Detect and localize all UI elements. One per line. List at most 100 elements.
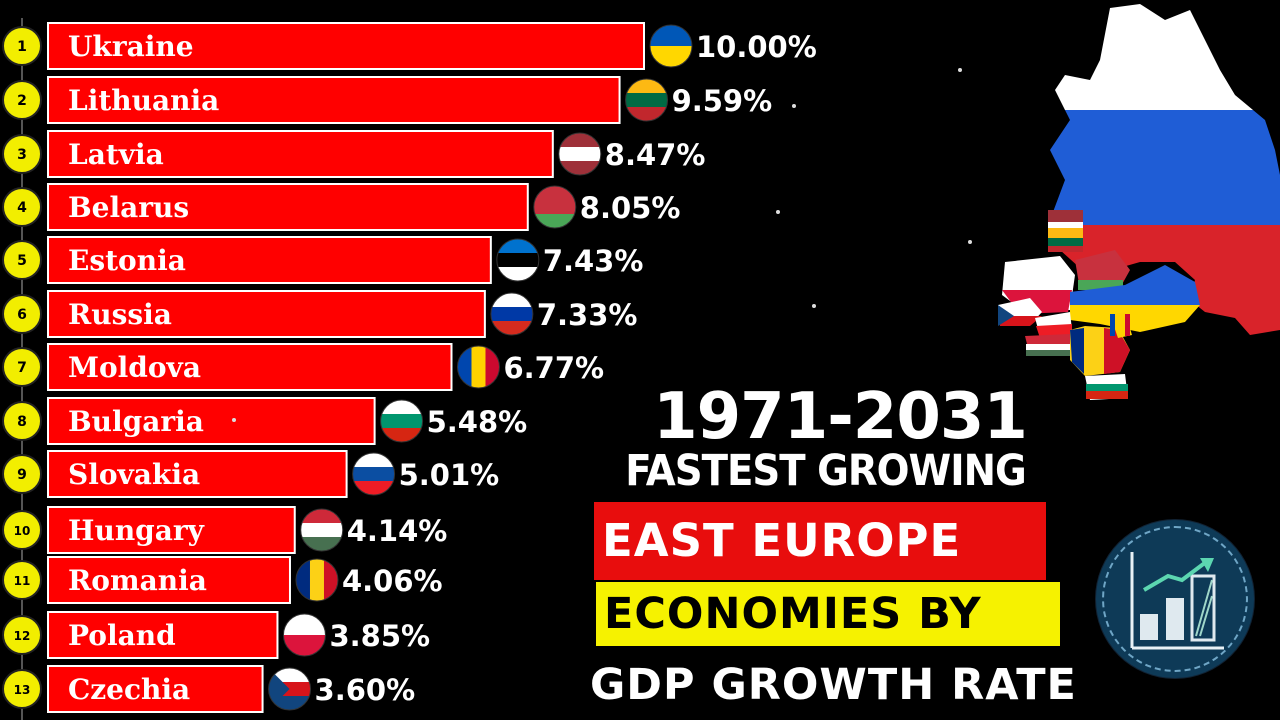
flag-border (300, 508, 344, 552)
rank-circle (2, 615, 42, 655)
value-label: 10.00% (696, 30, 817, 64)
value-label: 8.05% (580, 191, 681, 225)
star-dot (792, 104, 796, 108)
rank-circle (2, 669, 42, 709)
rank-circle (2, 560, 42, 600)
flag-icon (496, 239, 539, 281)
flag-icon (295, 559, 338, 601)
flag-border (496, 238, 540, 282)
rank-label: 8 (17, 414, 27, 430)
category-label: Moldova (68, 351, 201, 384)
category-label: Czechia (68, 673, 190, 706)
rank-label: 3 (17, 147, 27, 163)
bar (47, 183, 529, 231)
rank-label: 1 (17, 39, 27, 55)
flag-border (533, 185, 577, 229)
rank-circle (2, 454, 42, 494)
growth-chart-icon (1096, 520, 1254, 678)
flag-icon (650, 25, 692, 67)
category-label: Russia (68, 298, 172, 331)
rank-circle (2, 134, 42, 174)
rank-circle (2, 80, 42, 120)
title-line-fastest-growing: FASTEST GROWING (625, 446, 1026, 496)
bar-chart: 1 Ukraine 10.00% 2 Lithuania 9.59% 3 Latvia 8.47… (2, 18, 817, 720)
east-europe-flag-map-icon (990, 0, 1280, 405)
flag-border (649, 24, 693, 68)
flag-icon (533, 186, 576, 228)
star-dot (232, 418, 236, 422)
value-label: 8.47% (605, 138, 706, 172)
flag-icon (268, 668, 311, 710)
flag-border (490, 292, 534, 336)
flag-icon (558, 133, 601, 175)
flag-border (558, 132, 602, 176)
star-dot (812, 304, 816, 308)
bar (47, 290, 486, 338)
category-label: Romania (68, 564, 207, 597)
bar (47, 76, 621, 124)
value-label: 6.77% (503, 351, 604, 385)
value-label: 9.59% (672, 84, 773, 118)
years-heading: 1971-2031 (653, 380, 1028, 454)
flag-border (352, 452, 396, 496)
star-dot (958, 68, 962, 72)
value-label: 4.14% (347, 514, 448, 548)
rank-label: 5 (17, 253, 27, 269)
rank-label: 6 (17, 307, 27, 323)
flag-icon (457, 346, 500, 388)
flag-icon (283, 614, 326, 656)
category-label: Slovakia (68, 458, 200, 491)
value-label: 4.06% (342, 564, 443, 598)
rank-circle (2, 26, 42, 66)
star-dot (968, 240, 972, 244)
flag-border (295, 558, 339, 602)
flag-border (380, 399, 424, 443)
value-label: 5.48% (427, 405, 528, 439)
rank-circle (2, 347, 42, 387)
category-label: Latvia (68, 138, 164, 171)
rank-label: 9 (17, 467, 27, 483)
rank-circle (2, 294, 42, 334)
flag-icon (380, 400, 423, 442)
flag-border (282, 613, 326, 657)
flag-icon (352, 453, 395, 495)
title-line-east-europe: EAST EUROPE (594, 502, 1046, 580)
rank-label: 13 (14, 683, 31, 697)
flag-icon (300, 509, 343, 551)
value-label: 7.43% (543, 244, 644, 278)
rank-label: 2 (17, 93, 27, 109)
bar (47, 397, 376, 445)
bar (47, 130, 554, 178)
star-dot (776, 210, 780, 214)
bar (47, 450, 348, 498)
rank-label: 10 (14, 524, 31, 538)
value-label: 3.85% (329, 619, 430, 653)
bar (47, 506, 296, 554)
rank-circle (2, 240, 42, 280)
title-line-economies-by: ECONOMIES BY (596, 582, 1060, 646)
category-label: Hungary (68, 514, 205, 547)
rank-circle (2, 401, 42, 441)
rank-circle (2, 510, 42, 550)
bar (47, 611, 279, 659)
rank-label: 4 (17, 200, 27, 216)
category-label: Estonia (68, 244, 186, 277)
rank-circle (2, 187, 42, 227)
category-label: Lithuania (68, 84, 219, 117)
rank-label: 11 (14, 574, 31, 588)
flag-icon (490, 293, 533, 335)
category-label: Ukraine (68, 30, 194, 63)
bar (47, 343, 453, 391)
flag-border (456, 345, 500, 389)
rank-label: 12 (14, 629, 31, 643)
value-label: 3.60% (315, 673, 416, 707)
category-label: Belarus (68, 191, 189, 224)
bar (47, 665, 264, 713)
rank-label: 7 (17, 360, 27, 376)
category-label: Bulgaria (68, 405, 204, 438)
value-label: 7.33% (537, 298, 638, 332)
value-label: 5.01% (399, 458, 500, 492)
flag-border (625, 78, 669, 122)
flag-icon (625, 79, 668, 121)
bar (47, 236, 492, 284)
